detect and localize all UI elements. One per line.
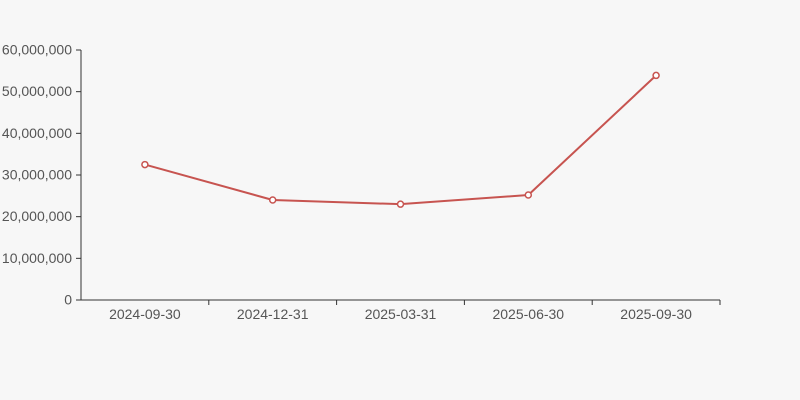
y-tick-label: 0 bbox=[64, 292, 72, 308]
x-axis: 2024-09-30 2024-12-31 2025-03-31 2025-06-30… bbox=[81, 299, 721, 322]
y-tick-label: 60,000,000 bbox=[2, 42, 72, 58]
data-point-marker bbox=[396, 200, 405, 208]
y-tick-label: 10,000,000 bbox=[2, 250, 72, 266]
y-tick-label: 40,000,000 bbox=[2, 125, 72, 141]
x-tick-label: 2025-03-31 bbox=[365, 306, 437, 322]
y-axis: 0 10,000,000 20,000,000 30,000,000 40,000,00… bbox=[2, 42, 82, 308]
data-point-marker bbox=[268, 196, 277, 204]
x-tick-label: 2025-09-30 bbox=[620, 306, 692, 322]
data-series bbox=[141, 71, 660, 208]
y-tick-label: 30,000,000 bbox=[2, 167, 72, 183]
x-tick-label: 2024-12-31 bbox=[237, 306, 309, 322]
data-point-marker bbox=[652, 71, 660, 80]
x-tick-label: 2024-09-30 bbox=[109, 306, 181, 322]
y-tick-label: 50,000,000 bbox=[2, 83, 72, 99]
x-tick-label: 2025-06-30 bbox=[492, 306, 564, 322]
data-point-marker bbox=[524, 191, 533, 199]
y-tick-label: 20,000,000 bbox=[2, 208, 72, 224]
data-point-marker bbox=[141, 160, 149, 169]
